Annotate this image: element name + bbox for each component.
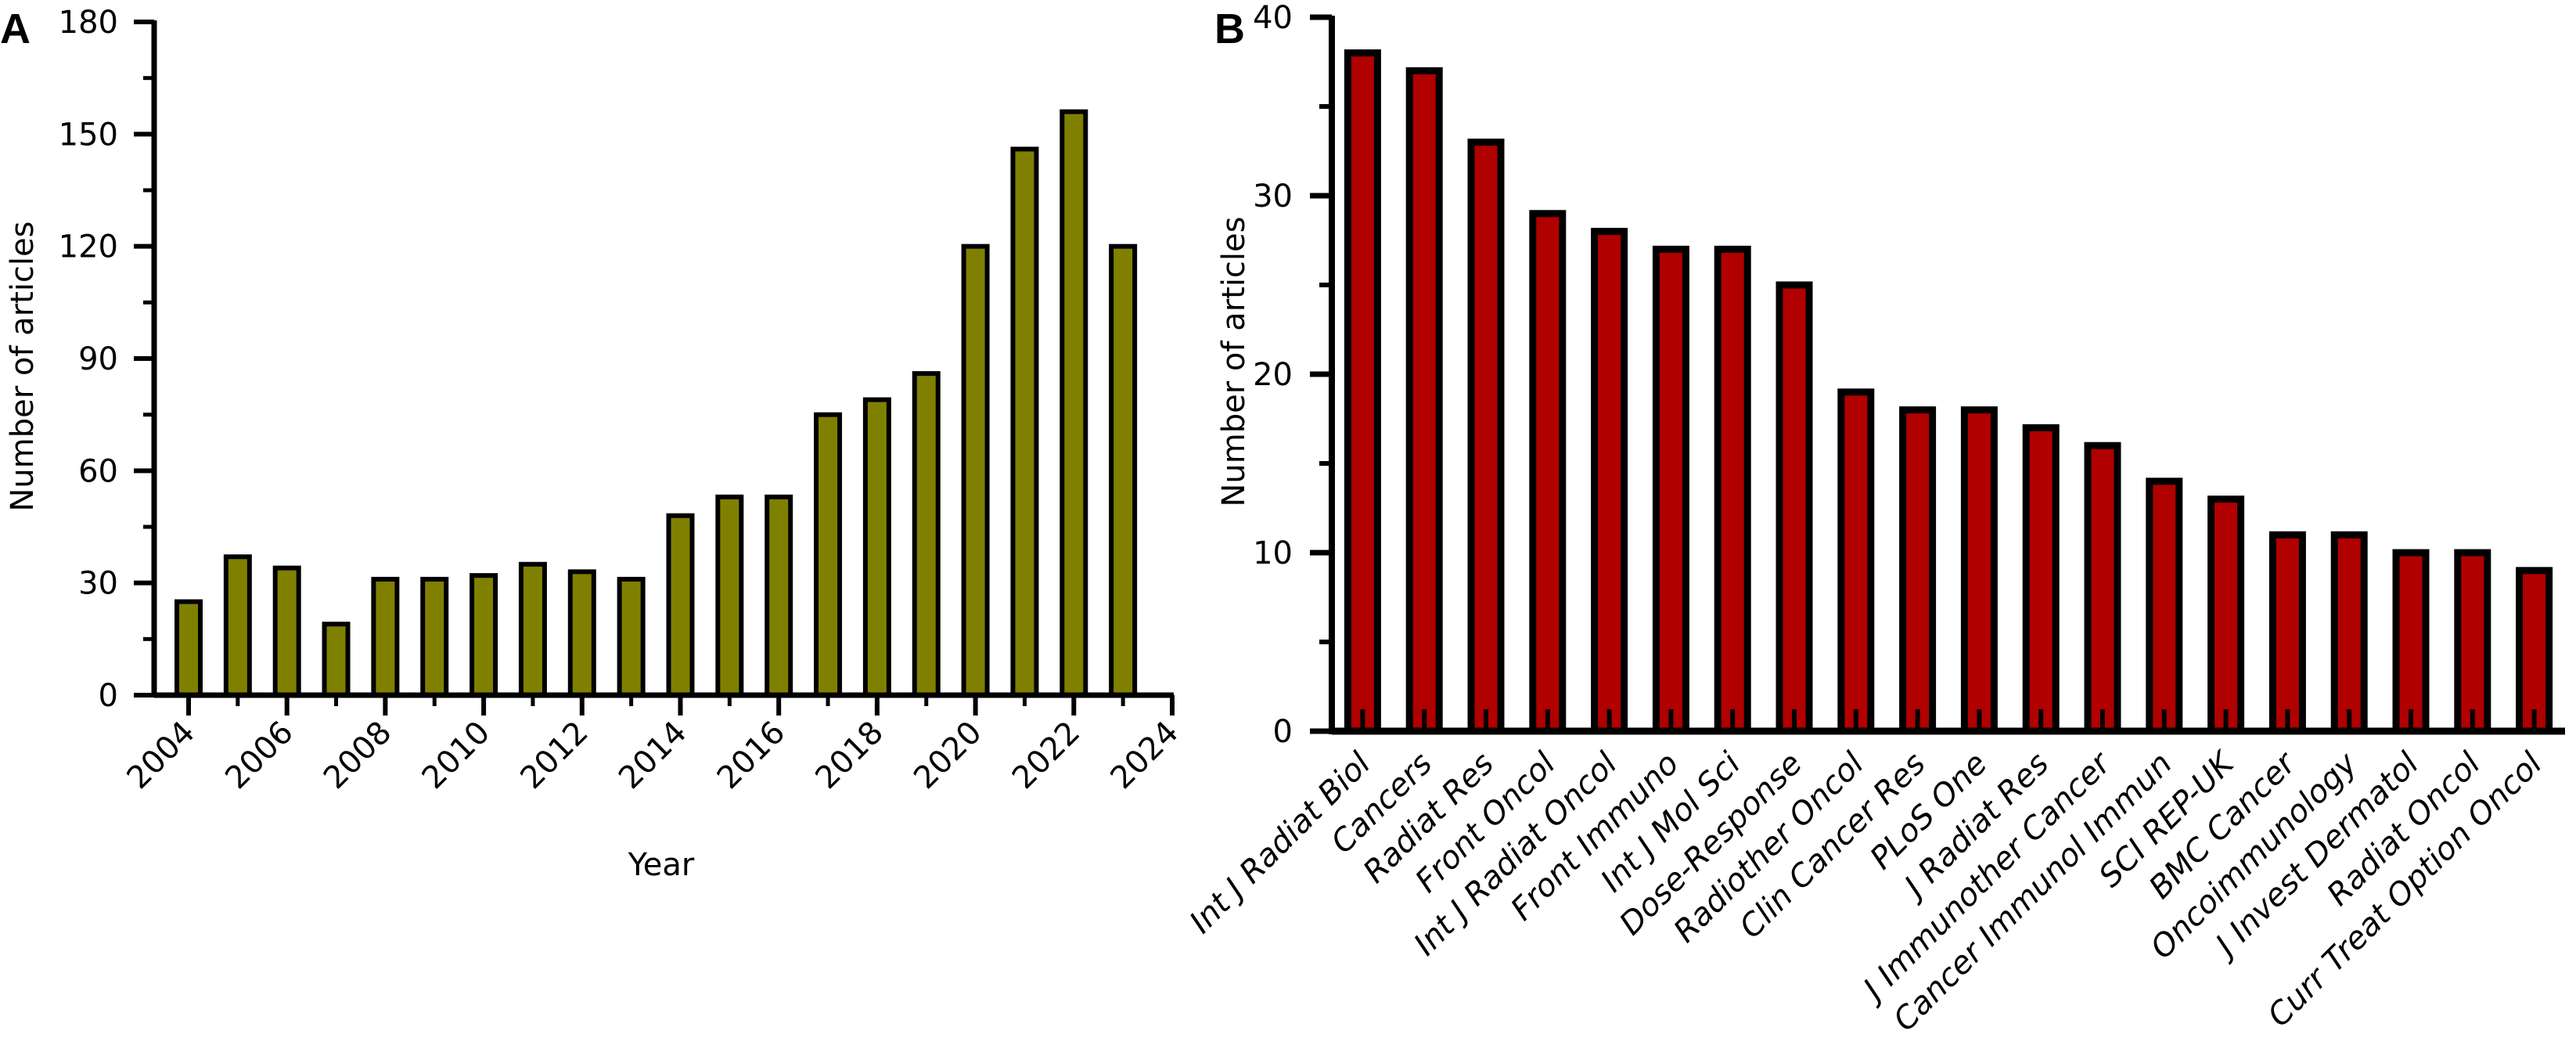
- y-tick-label-b-0: 0: [1273, 714, 1293, 750]
- bar-b-radiat-oncol: [2454, 549, 2491, 735]
- bar-a-2005: [223, 554, 252, 698]
- bar-a-2016: [765, 494, 793, 698]
- bar-b-plos-one: [1960, 406, 1998, 735]
- bar-b-j-immunother-cancer: [2084, 442, 2121, 735]
- y-tick-label-a-0: 0: [99, 678, 118, 714]
- bar-b-front-immuno: [1652, 245, 1689, 735]
- y-tick-label-b-30: 30: [1253, 178, 1293, 214]
- x-axis-title-a: Year: [628, 847, 695, 883]
- x-tick-label-a-2016: 2016: [711, 715, 793, 797]
- x-tick-label-a-2006: 2006: [218, 715, 300, 797]
- y-tick-label-a-30: 30: [78, 566, 118, 602]
- y-tick-label-a-180: 180: [59, 5, 118, 41]
- x-tick-label-a-2014: 2014: [612, 715, 694, 797]
- bars-a: [174, 109, 1138, 698]
- bar-a-2023: [1109, 243, 1138, 698]
- bar-b-int-j-radiat-biol: [1344, 49, 1381, 735]
- y-tick-label-a-90: 90: [78, 341, 118, 377]
- bar-b-curr-treat-option-oncol: [2516, 567, 2553, 735]
- x-tick-label-a-2010: 2010: [416, 715, 498, 797]
- bar-a-2012: [567, 569, 596, 698]
- bars-b: [1344, 49, 2553, 735]
- bar-a-2020: [961, 243, 990, 698]
- bar-b-radiother-oncol: [1837, 388, 1875, 735]
- x-tick-label-a-2008: 2008: [317, 715, 399, 797]
- x-tick-label-a-2012: 2012: [513, 715, 595, 797]
- bar-b-j-invest-dermatol: [2392, 549, 2430, 735]
- panel-label-a: A: [0, 5, 31, 52]
- y-tick-label-a-120: 120: [59, 229, 118, 265]
- y-tick-label-b-10: 10: [1253, 535, 1293, 571]
- bar-a-2018: [862, 397, 891, 698]
- y-tick-label-b-20: 20: [1253, 357, 1293, 393]
- x-tick-label-a-2022: 2022: [1006, 715, 1088, 797]
- x-tick-label-a-2024: 2024: [1104, 715, 1186, 797]
- bar-b-radiat-res: [1467, 139, 1505, 735]
- bar-b-j-radiat-res: [2022, 424, 2060, 735]
- bar-b-bmc-cancer: [2268, 531, 2306, 735]
- bar-a-2021: [1010, 146, 1039, 698]
- bar-b-clin-cancer-res: [1899, 406, 1937, 735]
- bar-a-2017: [814, 412, 843, 698]
- bar-b-oncoimmunology: [2330, 531, 2368, 735]
- bar-b-int-j-mol-sci: [1714, 245, 1751, 735]
- y-tick-label-a-150: 150: [59, 117, 118, 153]
- bar-a-2011: [518, 561, 547, 698]
- x-tick-label-a-2020: 2020: [907, 715, 989, 797]
- bar-a-2006: [272, 565, 301, 698]
- bar-a-2007: [322, 622, 351, 698]
- y-tick-label-b-40: 40: [1253, 0, 1293, 36]
- y-axis-title-a: Number of articles: [5, 222, 41, 512]
- bar-a-2010: [470, 573, 498, 698]
- bar-b-front-oncol: [1529, 210, 1567, 735]
- bar-b-cancer-immunol-immun: [2146, 478, 2183, 735]
- bar-a-2013: [617, 576, 646, 698]
- bar-a-2022: [1060, 109, 1088, 698]
- bar-a-2019: [912, 371, 941, 698]
- bar-a-2015: [715, 494, 744, 698]
- y-axis-title-b: Number of articles: [1216, 217, 1252, 507]
- bar-a-2008: [371, 576, 400, 698]
- bar-b-dose-response: [1775, 281, 1813, 735]
- bar-b-sci-rep-uk: [2207, 496, 2245, 735]
- bar-b-cancers: [1405, 67, 1443, 735]
- x-tick-label-a-2018: 2018: [808, 715, 890, 797]
- bar-a-2014: [666, 513, 695, 698]
- y-tick-label-a-60: 60: [78, 453, 118, 489]
- x-tick-label-a-2004: 2004: [121, 715, 203, 797]
- bar-b-int-j-radiat-oncol: [1591, 228, 1628, 735]
- bar-a-2004: [174, 599, 203, 698]
- bar-a-2009: [420, 576, 449, 698]
- panel-label-b: B: [1214, 5, 1245, 52]
